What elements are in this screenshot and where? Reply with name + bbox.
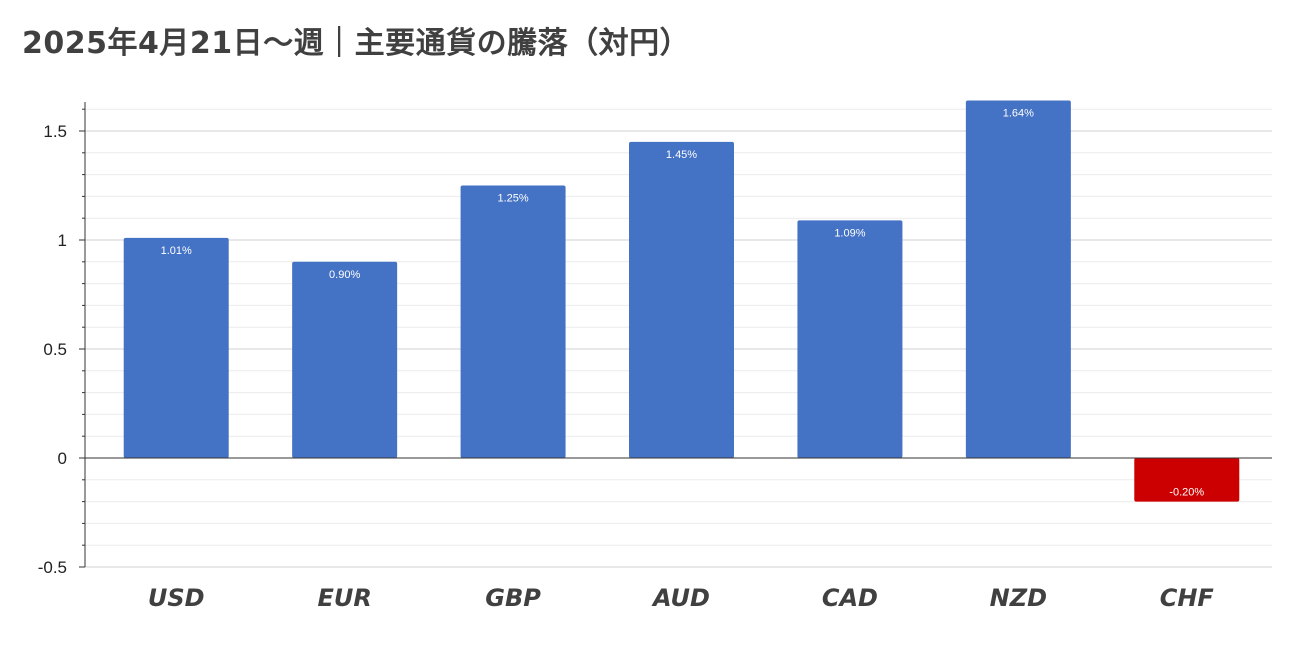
bar-usd — [123, 237, 229, 458]
category-label-gbp: GBP — [485, 584, 541, 612]
bar-gbp — [460, 185, 566, 458]
labels: -0.5 0 0.5 1 1.5 1.01% USD 0.90% EUR 1.25% GBP 1.45… — [38, 107, 1215, 612]
axes — [79, 102, 1272, 568]
category-label-chf: CHF — [1160, 584, 1215, 612]
category-label-usd: USD — [148, 584, 205, 612]
y-tick-label: -0.5 — [38, 558, 67, 577]
data-label-gbp: 1.25% — [497, 193, 528, 205]
bars — [123, 100, 1240, 502]
data-label-usd: 1.01% — [161, 245, 192, 257]
chart-title: 2025年4月21日～週｜主要通貨の騰落（対円） — [22, 26, 691, 61]
y-tick-label: 0 — [58, 449, 67, 468]
bar-eur — [292, 261, 398, 458]
y-tick-label: 1.5 — [43, 122, 67, 141]
data-label-aud: 1.45% — [666, 149, 697, 161]
y-tick-label: 1 — [58, 231, 67, 250]
bar-cad — [797, 220, 903, 458]
category-label-eur: EUR — [317, 584, 371, 612]
category-label-nzd: NZD — [990, 584, 1047, 612]
data-label-chf: -0.20% — [1169, 487, 1204, 499]
bar-chf — [1134, 458, 1240, 502]
data-label-cad: 1.09% — [834, 227, 865, 239]
data-label-eur: 0.90% — [329, 269, 360, 281]
bar-nzd — [965, 100, 1071, 458]
bar-aud — [629, 141, 734, 458]
category-label-cad: CAD — [822, 584, 878, 612]
y-tick-label: 0.5 — [43, 340, 67, 359]
data-label-nzd: 1.64% — [1003, 107, 1034, 119]
category-label-aud: AUD — [651, 584, 710, 612]
